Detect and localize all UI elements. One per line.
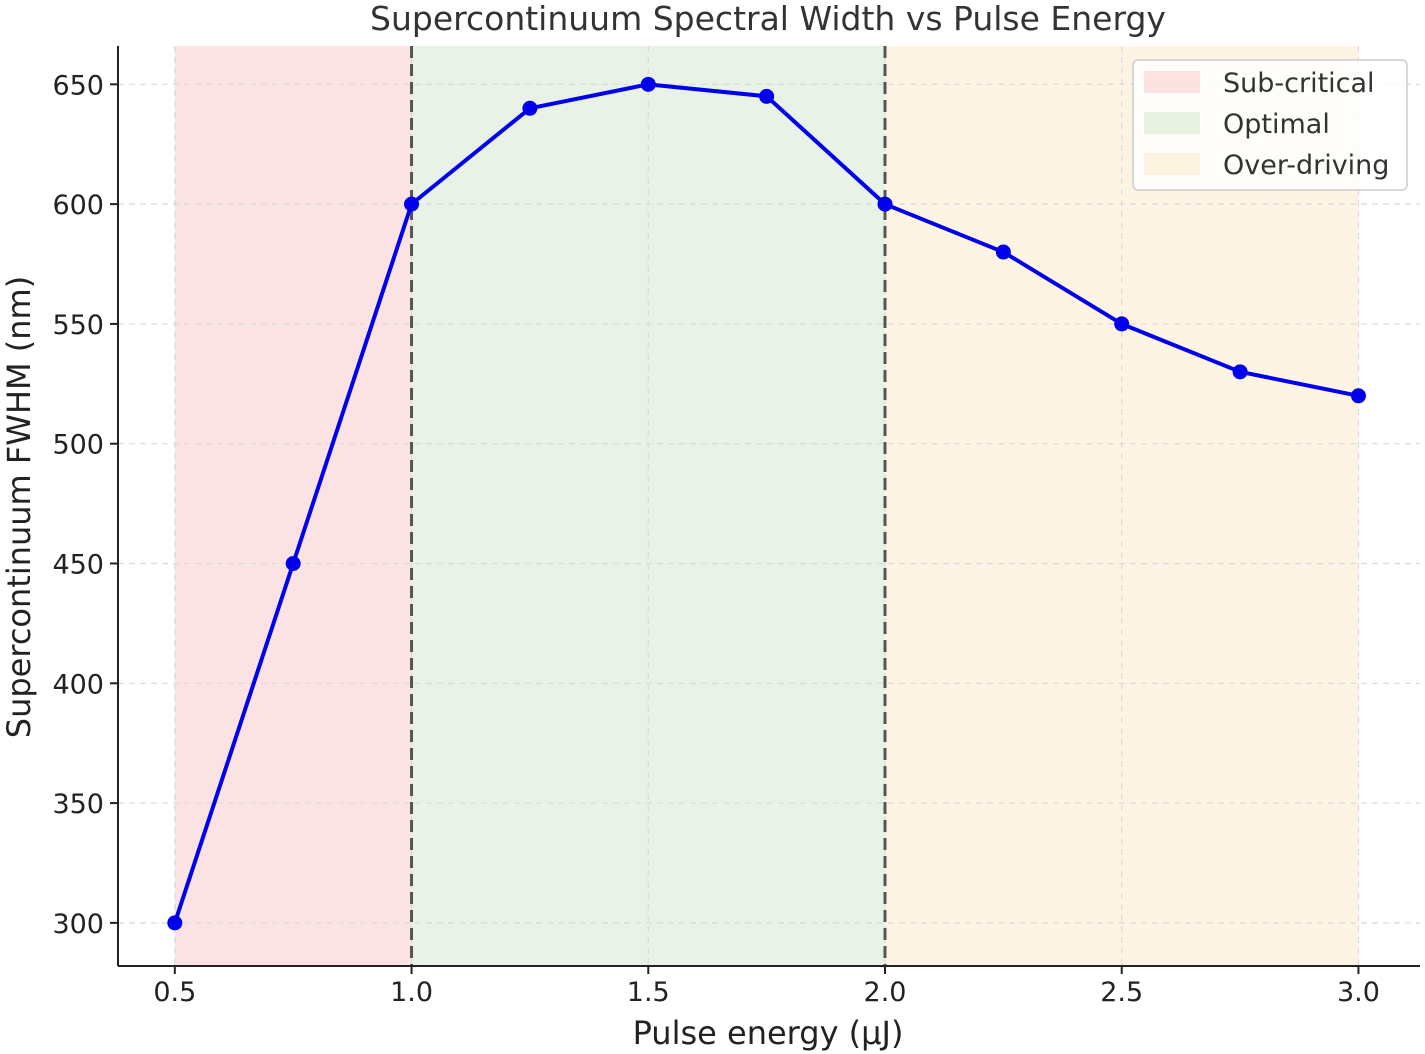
shaded-regions: [174, 46, 1359, 966]
x-tick-label: 1.0: [390, 977, 433, 1008]
ticks: 0.5 1.0 1.5 2.0 2.5 3.0 300 350 400 450 500 550 600 6…: [52, 70, 1379, 1008]
x-tick-label: 3.0: [1337, 977, 1380, 1008]
region-over-driving: [884, 46, 1359, 966]
legend-box: [1132, 59, 1408, 191]
legend-label: Sub-critical: [1223, 68, 1375, 99]
legend-swatch: [1144, 71, 1200, 93]
y-tick-label: 400: [52, 669, 104, 700]
y-tick-label: 650: [52, 70, 104, 101]
y-tick-label: 500: [52, 430, 104, 461]
data-point: [1232, 364, 1248, 380]
x-tick-label: 0.5: [153, 977, 196, 1008]
legend-label: Over-driving: [1223, 150, 1389, 181]
x-tick-label: 2.5: [1100, 977, 1143, 1008]
data-point: [285, 556, 301, 571]
grid: [118, 46, 1420, 966]
data-point: [995, 244, 1011, 260]
y-axis-label: Supercontinuum FWHM (nm): [0, 276, 38, 738]
data-point: [1350, 388, 1366, 404]
legend-swatch: [1144, 112, 1200, 134]
legend: Sub-critical Optimal Over-driving: [1132, 59, 1408, 191]
data-point: [404, 196, 420, 212]
data-point: [759, 88, 775, 104]
chart-title: Supercontinuum Spectral Width vs Pulse E…: [370, 0, 1166, 38]
y-tick-label: 550: [52, 310, 104, 341]
data-point: [522, 100, 538, 116]
x-tick-label: 2.0: [864, 977, 907, 1008]
region-optimal: [411, 46, 885, 966]
y-tick-label: 450: [52, 550, 104, 581]
data-point: [1114, 316, 1130, 332]
axes: [117, 46, 1420, 967]
data-point: [877, 196, 893, 212]
data-point: [167, 915, 183, 931]
x-axis-label: Pulse energy (μJ): [633, 1014, 904, 1052]
y-tick-label: 600: [52, 190, 104, 221]
region-sub-critical: [174, 46, 412, 966]
x-tick-label: 1.5: [627, 977, 670, 1008]
y-tick-label: 350: [52, 789, 104, 820]
data-point: [640, 76, 656, 92]
legend-label: Optimal: [1223, 109, 1330, 140]
legend-swatch: [1144, 153, 1200, 175]
data-series: [167, 76, 1366, 931]
y-tick-label: 300: [52, 909, 104, 940]
